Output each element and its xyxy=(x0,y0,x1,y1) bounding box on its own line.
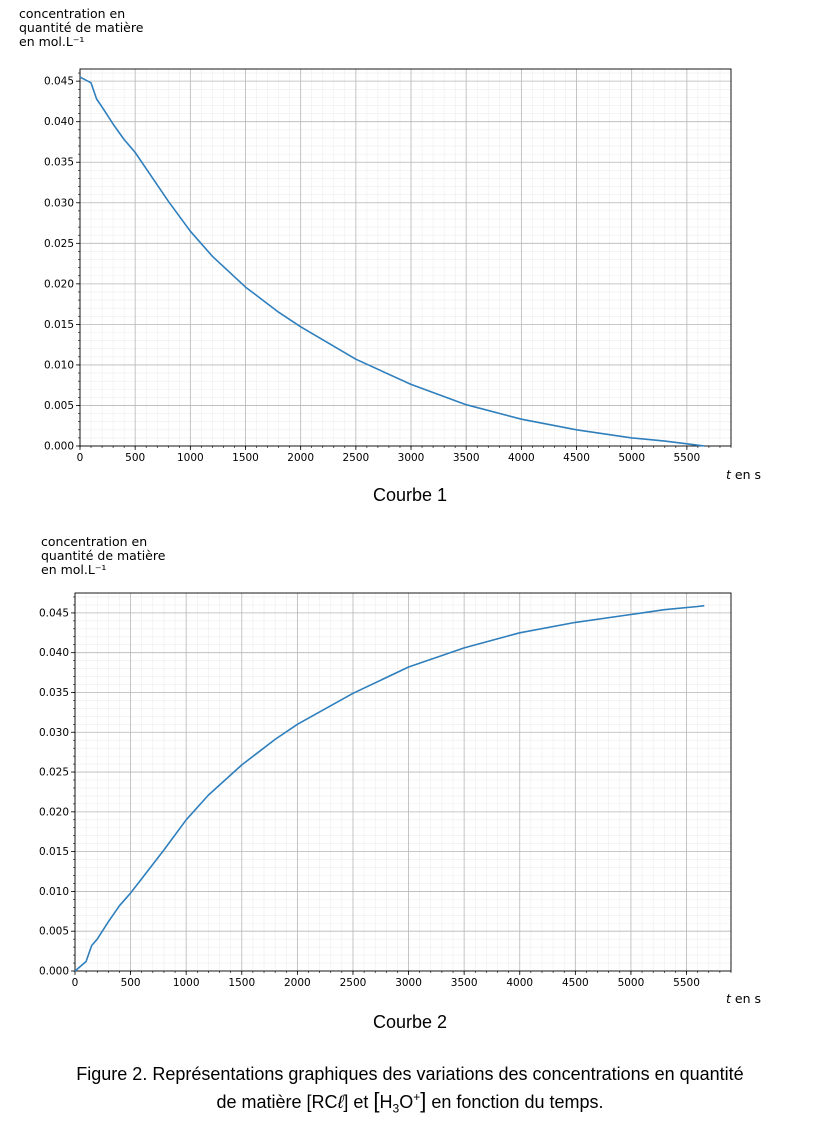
chart2-tick-label-x: 4000 xyxy=(506,977,533,989)
chart1-tick-label-y: 0.015 xyxy=(44,319,74,331)
chart2-frame xyxy=(74,592,732,972)
h3o-h: H xyxy=(379,1092,393,1112)
chart1-xlabel: t en s xyxy=(726,467,761,482)
chart1-tick-label-x: 5000 xyxy=(618,452,645,464)
caption-text-b: ] et xyxy=(343,1092,374,1112)
chart2-tick-label-x: 5000 xyxy=(618,977,645,989)
chart1-tick-label-x: 3000 xyxy=(398,452,425,464)
chart1-tick-label-y: 0.000 xyxy=(44,441,74,453)
chart1-tick-label-y: 0.025 xyxy=(44,238,74,250)
chart1-plot-area xyxy=(80,69,731,446)
figure-caption: Figure 2. Représentations graphiques des… xyxy=(0,1063,820,1121)
caption-ell: ℓ xyxy=(337,1092,344,1112)
chart1-tick-label-x: 1000 xyxy=(177,452,204,464)
h3o-subscript: 3 xyxy=(392,1101,400,1116)
chart2-tick-label-y: 0.040 xyxy=(39,647,69,659)
chart1-tick-label-x: 500 xyxy=(125,452,145,464)
chart1-tick-label-x: 5500 xyxy=(673,452,700,464)
chart2-xlabel: t en s xyxy=(726,991,761,1006)
chart1-frame xyxy=(79,68,732,447)
chart1-tick-label-y: 0.010 xyxy=(44,359,74,371)
chart2-tick-label-x: 2000 xyxy=(284,977,311,989)
bracket-open: [ xyxy=(373,1088,380,1113)
chart2-tick-label-y: 0.005 xyxy=(39,926,69,938)
chart2-tick-label-y: 0.020 xyxy=(39,806,69,818)
chart2-tick-label-x: 4500 xyxy=(562,977,589,989)
chart1-ylabel: concentration en quantité de matière en … xyxy=(19,6,144,49)
chart1-tick-label-y: 0.020 xyxy=(44,278,74,290)
chart2-xlabel-unit: en s xyxy=(734,991,761,1006)
chart1-xlabel-var: t xyxy=(726,467,731,482)
chart2-tick-label-x: 1500 xyxy=(228,977,255,989)
chart1-caption: Courbe 1 xyxy=(372,485,448,505)
chart2-tick-label-y: 0.000 xyxy=(39,966,69,978)
chart1-tick-label-x: 4500 xyxy=(563,452,590,464)
chart2-tick-label-x: 500 xyxy=(121,977,141,989)
chart1-tick-label-y: 0.045 xyxy=(44,76,74,88)
chart2-ylabel: concentration en quantité de matière en … xyxy=(41,534,166,577)
chart2-tick-label-x: 1000 xyxy=(173,977,200,989)
caption-text-c: en fonction du temps. xyxy=(426,1092,604,1112)
figure-caption-line1: Figure 2. Représentations graphiques des… xyxy=(76,1064,744,1084)
chart1-tick-label-y: 0.005 xyxy=(44,400,74,412)
h3o-o: O xyxy=(399,1092,414,1112)
chart1-tick-label-x: 2500 xyxy=(342,452,369,464)
chart2-xlabel-var: t xyxy=(726,991,731,1006)
chart2-tick-label-x: 3500 xyxy=(451,977,478,989)
chart2-tick-label-y: 0.035 xyxy=(39,687,69,699)
chart2-plot-area xyxy=(75,593,731,971)
chart1-tick-label-x: 2000 xyxy=(287,452,314,464)
chart2-tick-label-y: 0.025 xyxy=(39,767,69,779)
bracket-close: ] xyxy=(420,1088,427,1113)
chart2-tick-label-y: 0.010 xyxy=(39,886,69,898)
chart2-tick-label-y: 0.030 xyxy=(39,727,69,739)
chart1-tick-label-x: 0 xyxy=(77,452,84,464)
chart2-tick-label-x: 0 xyxy=(72,977,79,989)
chart1-xlabel-unit: en s xyxy=(734,467,761,482)
chart1-series-line xyxy=(79,76,705,447)
chart1-tick-label-x: 4000 xyxy=(508,452,535,464)
chart2-tick-label-x: 3000 xyxy=(395,977,422,989)
h3o-superscript: + xyxy=(413,1090,421,1104)
chart2-tick-label-x: 5500 xyxy=(673,977,700,989)
chart2-series-line xyxy=(74,604,705,972)
figure-caption-line2: de matière [RCℓ] et [H3O+] en fonction d… xyxy=(0,1086,820,1121)
chart2-tick-label-y: 0.045 xyxy=(39,607,69,619)
chart1-tick-label-y: 0.035 xyxy=(44,157,74,169)
caption-text-a: de matière [RC xyxy=(216,1092,338,1112)
chart1-tick-label-y: 0.030 xyxy=(44,197,74,209)
chart2-tick-label-x: 2500 xyxy=(340,977,367,989)
chart2-tick-label-y: 0.015 xyxy=(39,846,69,858)
chart1-tick-label-x: 3500 xyxy=(453,452,480,464)
chart1-tick-label-y: 0.040 xyxy=(44,116,74,128)
chart2-caption: Courbe 2 xyxy=(372,1012,448,1032)
chart1-tick-label-x: 1500 xyxy=(232,452,259,464)
